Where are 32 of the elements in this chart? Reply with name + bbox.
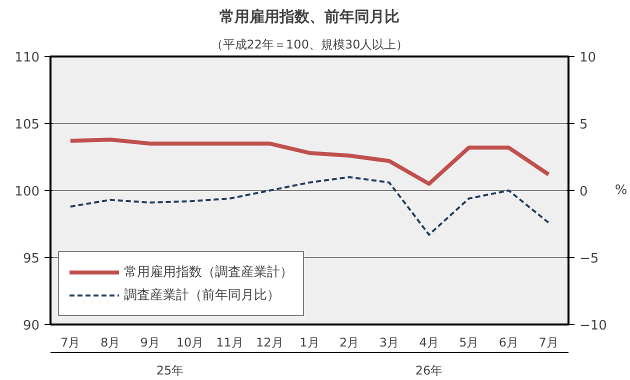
y-tick-label: 95 (22, 252, 40, 266)
x-tick-label: 3月 (379, 336, 400, 350)
x-tick-label: 1月 (300, 336, 320, 350)
y-tick-label: 100 (14, 184, 40, 200)
x-tick-label: 11月 (216, 336, 244, 350)
y-tick-label: 110 (14, 50, 40, 66)
x-tick-label: 7月 (538, 336, 558, 350)
legend-label: 調査産業計（前年同月比） (124, 287, 280, 304)
legend-label: 常用雇用指数（調査産業計） (124, 264, 293, 281)
x-tick-label: 9月 (140, 336, 160, 350)
text: 26年 (415, 364, 443, 378)
chart-subtitle: （平成22年＝100、規模30人以上） (210, 38, 408, 52)
y2-tick-label: 10 (580, 50, 596, 66)
x-tick-label: 12月 (256, 336, 284, 350)
x-tick-label: 4月 (419, 336, 439, 350)
y2-tick-label: −5 (580, 252, 599, 266)
line-series (68, 138, 551, 186)
x-tick-label: 6月 (498, 336, 519, 350)
text: 25年 (156, 364, 184, 378)
y2-tick-label: 0 (580, 184, 588, 200)
y-tick-label: 90 (22, 318, 40, 334)
y2-tick-label: −10 (580, 318, 607, 334)
chart-title: 常用雇用指数、前年同月比 (220, 8, 400, 26)
x-tick-label: 8月 (100, 336, 120, 350)
y-tick-label: 105 (14, 118, 40, 132)
x-tick-label: 10月 (176, 336, 204, 350)
y2-axis-title: % (614, 183, 628, 198)
y2-tick-label: 5 (580, 118, 588, 132)
x-tick-label: 2月 (340, 336, 360, 350)
x-tick-label: 7月 (60, 336, 80, 350)
x-tick-label: 5月 (459, 336, 479, 350)
line-series (69, 176, 550, 236)
